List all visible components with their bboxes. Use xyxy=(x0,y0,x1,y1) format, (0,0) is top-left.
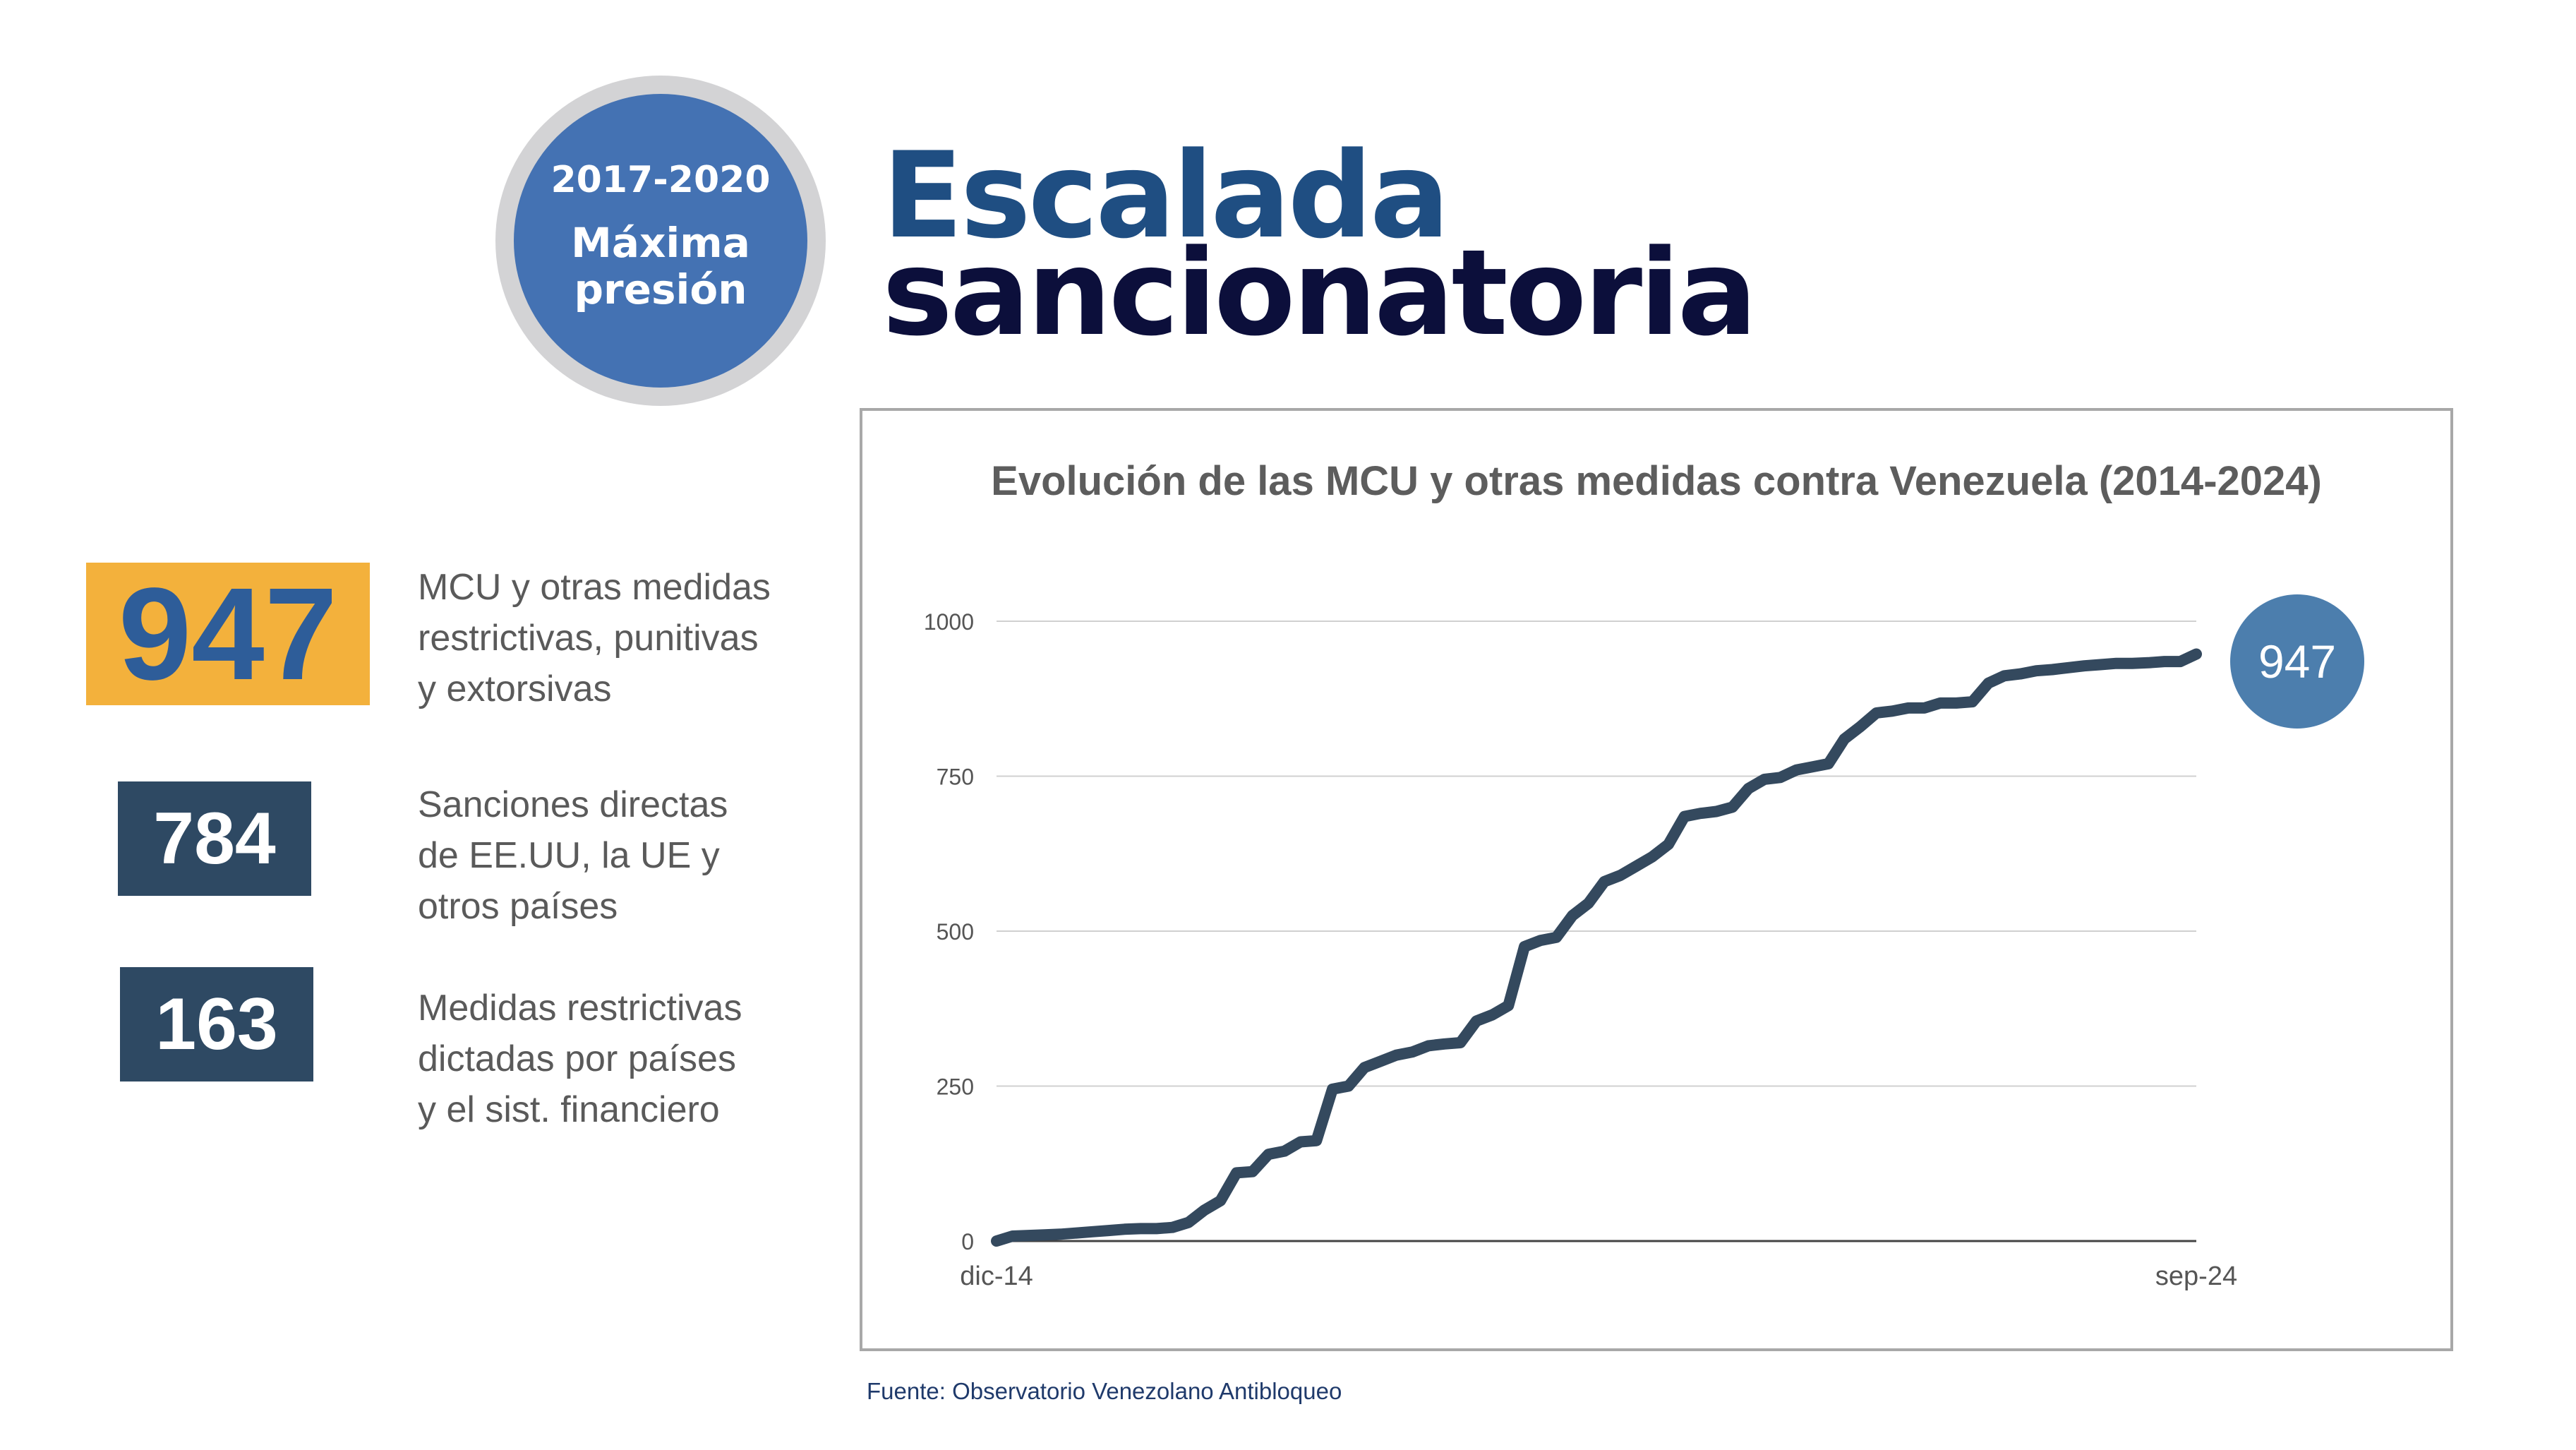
y-tick-label: 250 xyxy=(937,1074,974,1100)
y-tick-label: 750 xyxy=(937,765,974,790)
stat-restrictive-value: 163 xyxy=(120,967,313,1081)
stat-desc-line: otros países xyxy=(418,886,618,927)
y-tick-label: 500 xyxy=(937,919,974,945)
stat-desc-line: Medidas restrictivas xyxy=(418,988,742,1029)
stat-desc-line: MCU y otras medidas xyxy=(418,567,771,608)
stat-desc-line: de EE.UU, la UE y xyxy=(418,835,720,876)
page-title-line1: Escalada xyxy=(882,126,1450,265)
chart-frame xyxy=(860,408,2453,1351)
stat-sanctions-description: Sanciones directas de EE.UU, la UE y otr… xyxy=(418,779,813,932)
stat-desc-line: restrictivas, punitivas xyxy=(418,618,759,659)
stat-desc-line: Sanciones directas xyxy=(418,784,728,825)
stat-desc-line: y el sist. financiero xyxy=(418,1089,720,1130)
period-badge: 2017-2020 Máxima presión xyxy=(514,94,807,388)
stat-desc-line: y extorsivas xyxy=(418,669,612,709)
series-line xyxy=(991,648,2202,1247)
y-tick-label: 0 xyxy=(961,1229,974,1254)
x-tick-label: dic-14 xyxy=(960,1262,1033,1291)
stat-total-description: MCU y otras medidas restrictivas, puniti… xyxy=(418,562,813,714)
stat-desc-line: dictadas por países xyxy=(418,1038,736,1079)
badge-years: 2017-2020 xyxy=(550,159,771,201)
chart-title: Evolución de las MCU y otras medidas con… xyxy=(991,458,2322,504)
source-note: Fuente: Observatorio Venezolano Antibloq… xyxy=(867,1378,1342,1404)
stat-sanctions-value: 784 xyxy=(118,781,311,896)
badge-label: Máxima presión xyxy=(514,220,807,313)
x-tick-label: sep-24 xyxy=(2155,1262,2237,1291)
stat-restrictive-description: Medidas restrictivas dictadas por países… xyxy=(418,983,813,1135)
stat-total-value: 947 xyxy=(86,561,370,707)
badge-label-line1: Máxima xyxy=(571,219,750,267)
page-title-line2: sancionatoria xyxy=(882,224,1757,362)
y-tick-label: 1000 xyxy=(924,609,974,635)
badge-label-line2: presión xyxy=(574,265,747,313)
end-value-bubble: 947 xyxy=(2230,594,2364,729)
